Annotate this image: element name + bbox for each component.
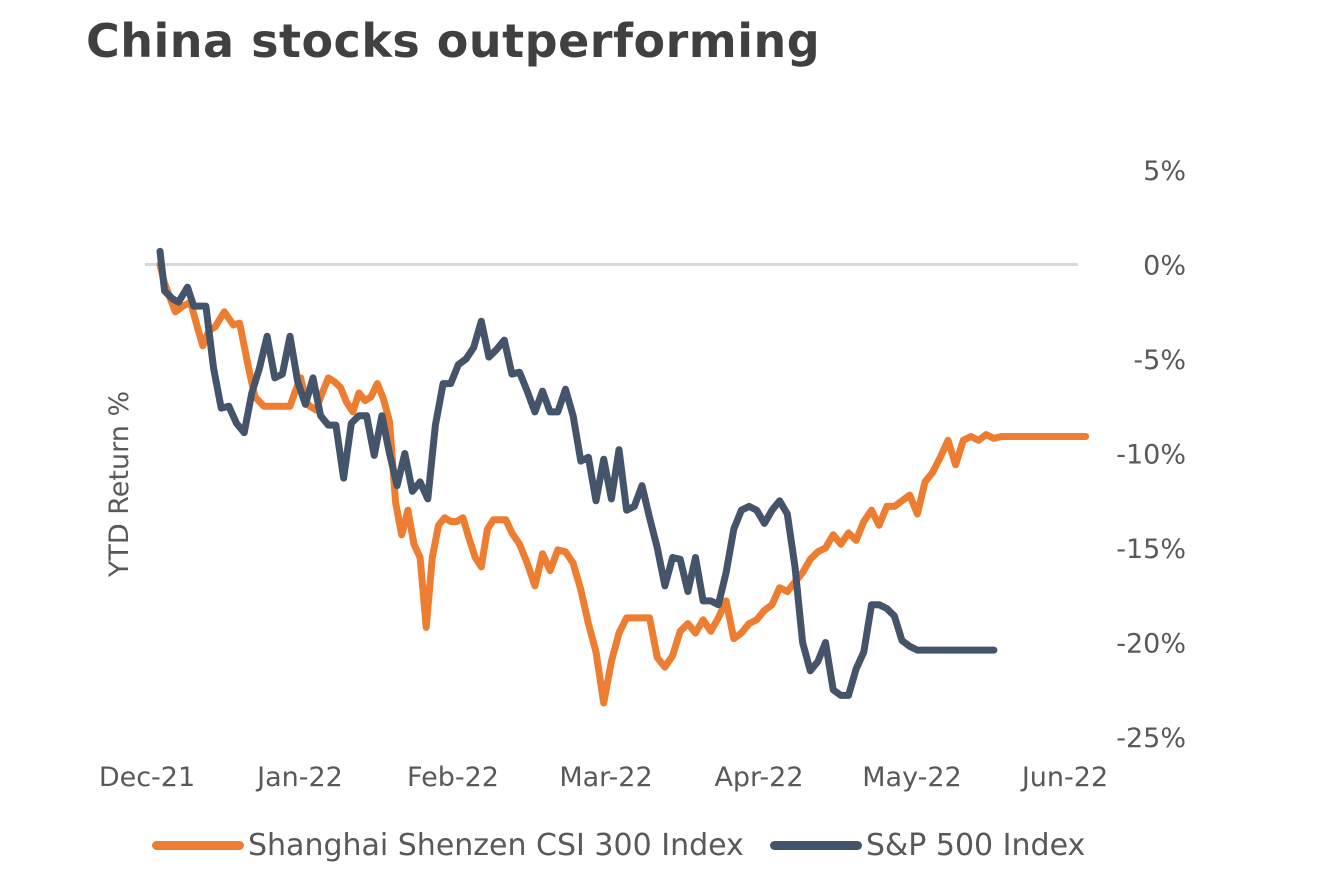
y-tick-label: -10% bbox=[1116, 440, 1186, 471]
x-tick-label: Mar-22 bbox=[559, 762, 652, 793]
x-axis-ticks: Dec-21 Jan-22 Feb-22 Mar-22 Apr-22 May-22 Jun-… bbox=[99, 762, 1108, 793]
series-line-sp500 bbox=[156, 247, 998, 699]
legend-item-csi300: Shanghai Shenzen CSI 300 Index bbox=[152, 828, 744, 863]
y-tick-label: -20% bbox=[1116, 629, 1186, 660]
y-axis-label: YTD Return % bbox=[104, 391, 135, 578]
y-tick-label: -25% bbox=[1116, 723, 1186, 754]
y-tick-label: -5% bbox=[1133, 345, 1186, 376]
series-layer bbox=[156, 247, 1090, 707]
y-tick-label: 5% bbox=[1143, 156, 1186, 187]
x-tick-label: Jan-22 bbox=[255, 762, 343, 793]
legend: Shanghai Shenzen CSI 300 Index S&P 500 I… bbox=[152, 828, 1111, 863]
x-tick-label: Dec-21 bbox=[99, 762, 195, 793]
x-tick-label: Jun-22 bbox=[1020, 762, 1108, 793]
y-tick-label: -15% bbox=[1116, 534, 1186, 565]
legend-label-csi300: Shanghai Shenzen CSI 300 Index bbox=[248, 828, 744, 863]
legend-item-sp500: S&P 500 Index bbox=[769, 828, 1086, 863]
x-tick-label: Apr-22 bbox=[714, 762, 803, 793]
legend-swatch-csi300 bbox=[152, 841, 244, 850]
y-tick-label: 0% bbox=[1143, 251, 1186, 282]
legend-label-sp500: S&P 500 Index bbox=[865, 828, 1086, 863]
x-tick-label: May-22 bbox=[862, 762, 961, 793]
x-tick-label: Feb-22 bbox=[407, 762, 499, 793]
chart-title: China stocks outperforming bbox=[86, 14, 821, 68]
legend-swatch-sp500 bbox=[769, 841, 862, 850]
y-axis-ticks: 5% 0% -5% -10% -15% -20% -25% bbox=[1116, 156, 1186, 754]
